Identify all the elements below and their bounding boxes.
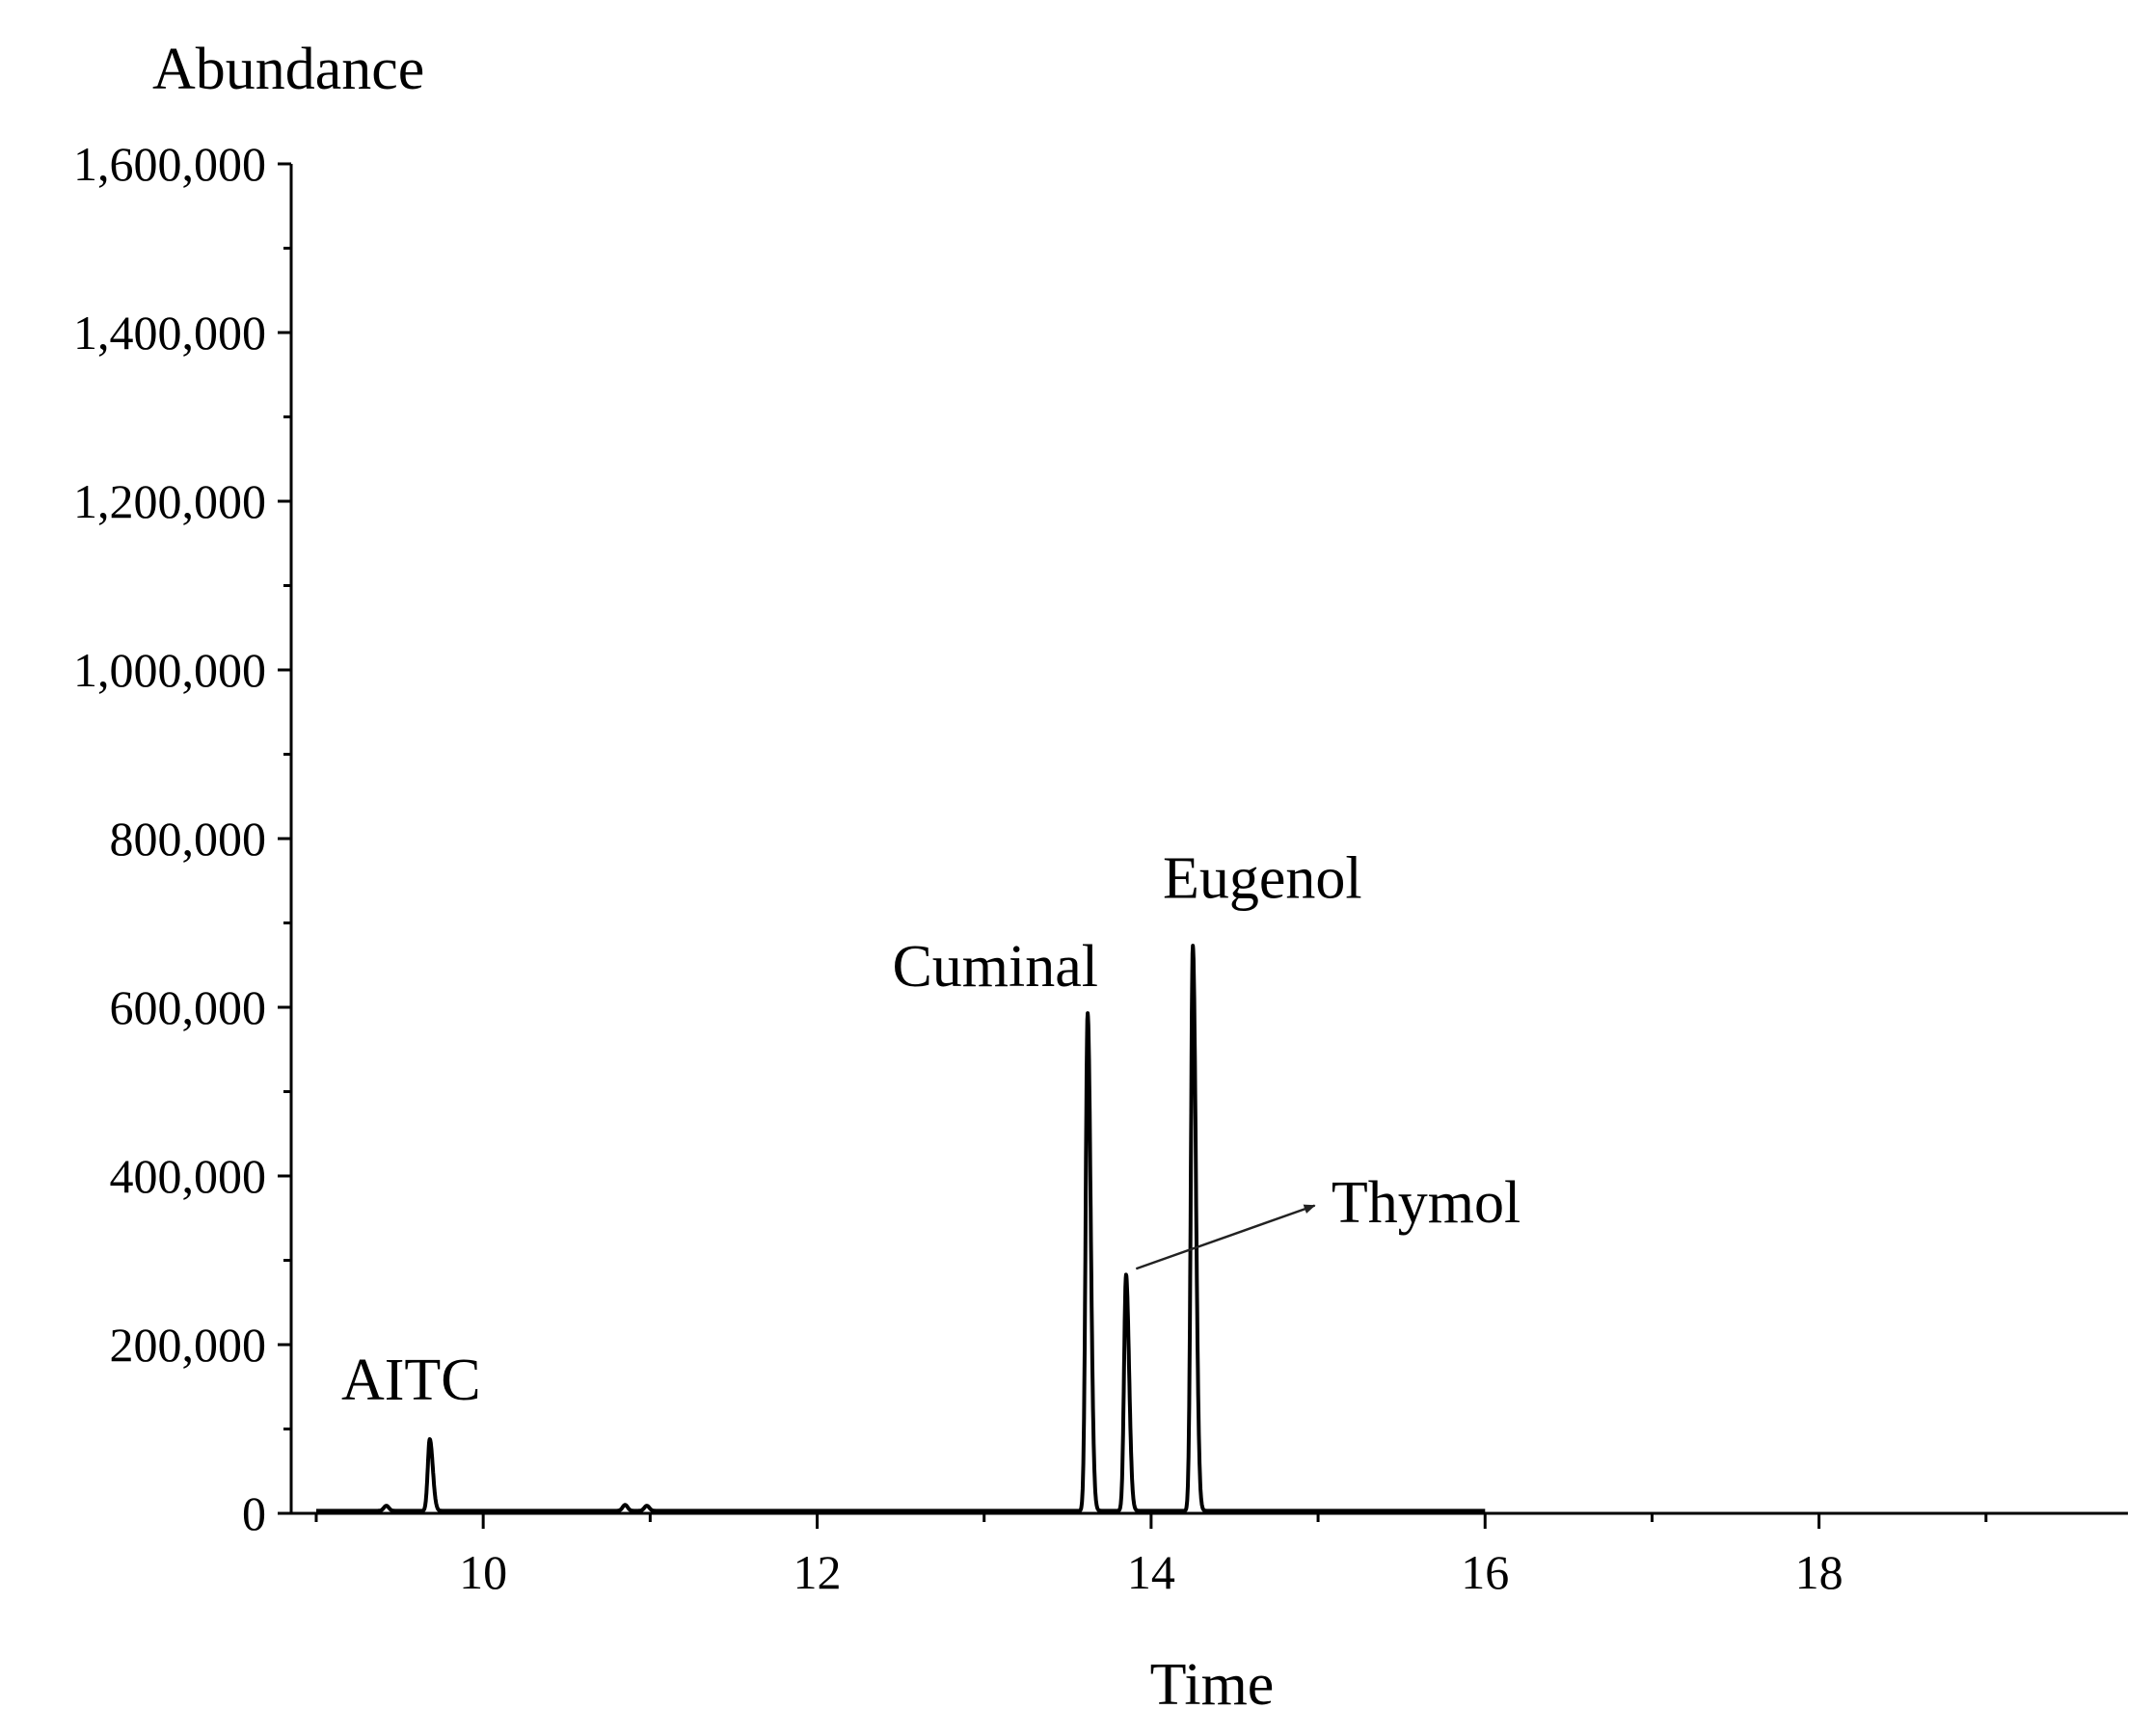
x-tick-label: 14 <box>1127 1545 1175 1599</box>
axes <box>289 164 2128 1515</box>
peak-label-eugenol: Eugenol <box>1163 845 1362 911</box>
annotation-arrow-thymol <box>1135 1204 1316 1270</box>
y-tick-label: 1,000,000 <box>73 643 266 697</box>
peak-label-aitc: AITC <box>341 1348 481 1413</box>
x-tick-label: 16 <box>1461 1545 1509 1599</box>
x-tick-label: 12 <box>794 1545 842 1599</box>
y-tick-label: 600,000 <box>110 980 267 1034</box>
y-tick-label: 1,400,000 <box>73 306 266 360</box>
y-tick-label: 200,000 <box>110 1318 267 1372</box>
y-tick-label: 1,200,000 <box>73 474 266 528</box>
series <box>314 944 1487 1513</box>
chromatogram-trace <box>314 944 1487 1513</box>
x-tick-label: 18 <box>1795 1545 1844 1599</box>
x-tick-label: 10 <box>459 1545 507 1599</box>
x-axis-title: Time <box>1150 1652 1275 1718</box>
y-axis-title: Abundance <box>152 37 424 102</box>
y-tick-label: 800,000 <box>110 812 267 866</box>
annotations: AITC Cuminal Eugenol Thymol <box>341 845 1521 1413</box>
ticks: 0 200,000 400,000 600,000 800,000 1,000,000 1,… <box>73 137 1988 1599</box>
peak-label-cuminal: Cuminal <box>892 934 1098 1000</box>
y-tick-label: 1,600,000 <box>73 137 266 191</box>
peak-label-thymol: Thymol <box>1332 1170 1521 1236</box>
y-tick-label: 400,000 <box>110 1149 267 1203</box>
y-tick-label: 0 <box>242 1486 266 1540</box>
